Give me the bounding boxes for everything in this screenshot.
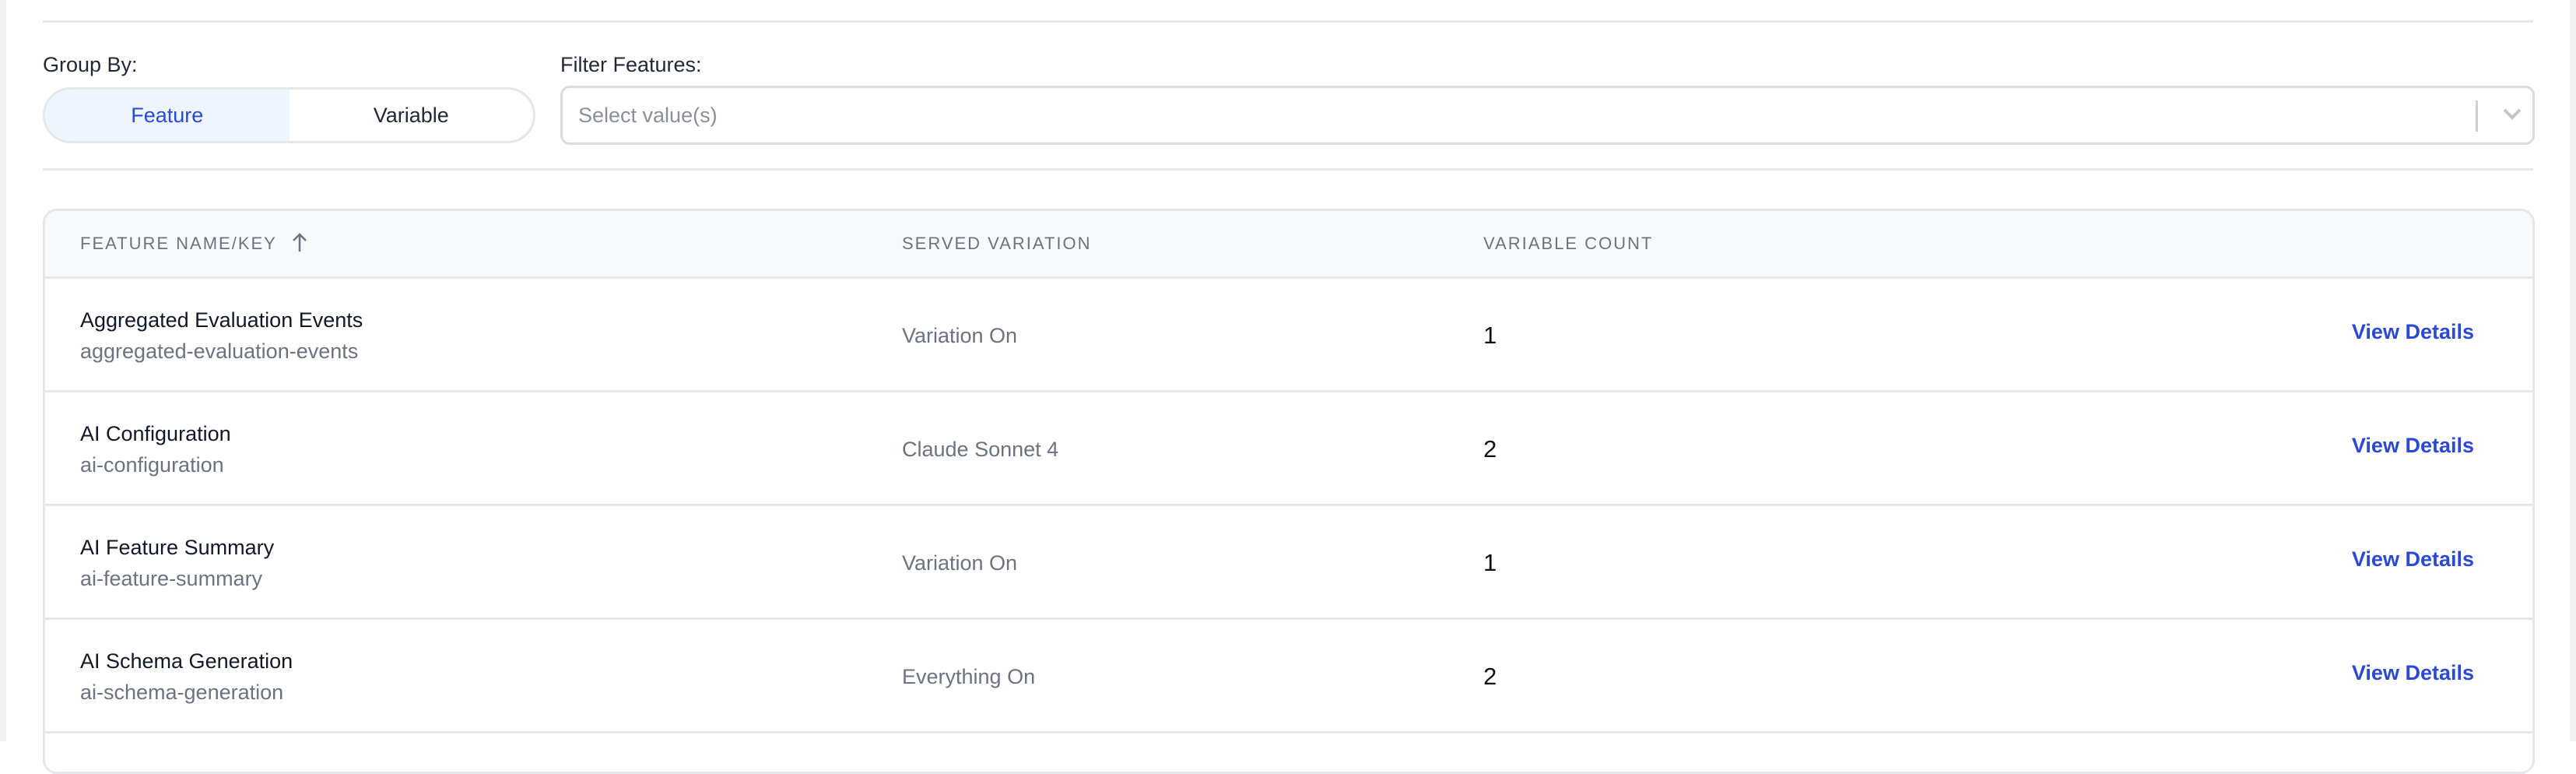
table-row: AI Configuration ai-configuration Claude S… xyxy=(45,392,2532,506)
view-details-link[interactable]: View Details xyxy=(2351,320,2474,343)
table-header: FEATURE NAME/KEY SERVED VARIATION VARIAB… xyxy=(45,211,2532,279)
divider xyxy=(43,20,2533,23)
variable-count: 1 xyxy=(1483,549,1497,576)
divider xyxy=(43,168,2533,171)
served-variation: Everything On xyxy=(902,665,1036,688)
table-row: AI Schema Generation ai-schema-generation… xyxy=(45,620,2532,734)
table-row: AI Feature Summary ai-feature-summary Vari… xyxy=(45,506,2532,620)
filter-features-select[interactable]: Select value(s) xyxy=(560,86,2535,145)
header-feature-name[interactable]: FEATURE NAME/KEY xyxy=(80,211,308,276)
view-details-link[interactable]: View Details xyxy=(2351,661,2474,684)
feature-name: Aggregated Evaluation Events xyxy=(80,308,363,332)
feature-name: AI Feature Summary xyxy=(80,536,275,559)
table-row: Aggregated Evaluation Events aggregated-e… xyxy=(45,279,2532,392)
feature-name: AI Schema Generation xyxy=(80,649,293,673)
select-separator xyxy=(2476,100,2478,132)
filter-features-label: Filter Features: xyxy=(560,53,702,76)
feature-key: ai-configuration xyxy=(80,453,224,477)
served-variation: Variation On xyxy=(902,324,1018,347)
view-details-link[interactable]: View Details xyxy=(2351,434,2474,457)
right-scroll-edge xyxy=(2570,0,2576,741)
header-variable-count: VARIABLE COUNT xyxy=(1483,234,1654,253)
variable-count: 2 xyxy=(1483,435,1497,463)
chevron-down-icon[interactable] xyxy=(2501,102,2524,125)
group-by-label: Group By: xyxy=(43,53,138,76)
header-served-variation: SERVED VARIATION xyxy=(902,234,1092,253)
arrow-up-icon xyxy=(292,233,307,252)
served-variation: Variation On xyxy=(902,551,1018,575)
view-details-link[interactable]: View Details xyxy=(2351,547,2474,571)
group-by-toggle: Feature Variable xyxy=(43,87,535,143)
feature-name: AI Configuration xyxy=(80,422,231,445)
feature-key: ai-schema-generation xyxy=(80,681,284,704)
feature-key: ai-feature-summary xyxy=(80,567,263,590)
group-by-feature-button[interactable]: Feature xyxy=(45,90,290,141)
served-variation: Claude Sonnet 4 xyxy=(902,438,1059,461)
feature-key: aggregated-evaluation-events xyxy=(80,340,359,363)
variable-count: 2 xyxy=(1483,663,1497,690)
features-table: FEATURE NAME/KEY SERVED VARIATION VARIAB… xyxy=(43,209,2535,774)
group-by-variable-button[interactable]: Variable xyxy=(373,103,449,127)
left-edge xyxy=(0,0,6,741)
filter-placeholder: Select value(s) xyxy=(578,104,718,127)
variable-count: 1 xyxy=(1483,322,1497,349)
